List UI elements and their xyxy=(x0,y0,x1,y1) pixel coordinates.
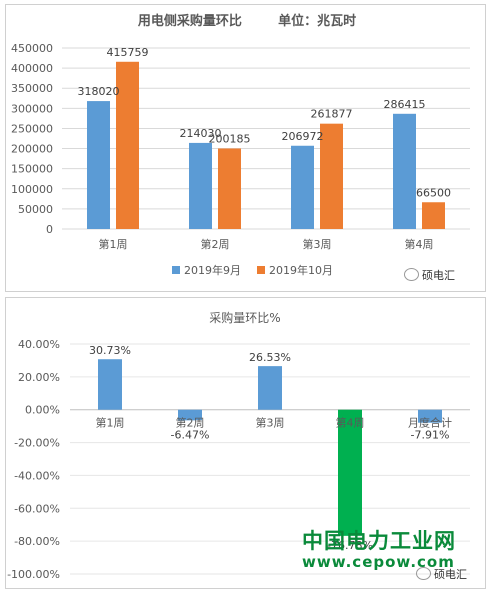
x-tick-label: 第2周 xyxy=(201,237,230,251)
legend-label: 2019年9月 xyxy=(184,263,241,277)
bar-oct xyxy=(218,148,241,229)
chart2-title: 采购量环比% xyxy=(209,310,280,325)
legend-swatch xyxy=(257,266,265,274)
chart1-title: 用电侧采购量环比 单位：兆瓦时 xyxy=(137,13,356,29)
bar-oct xyxy=(422,202,445,229)
y-tick-label: 200000 xyxy=(11,143,53,156)
bar-sep xyxy=(393,113,416,229)
data-label: 30.73% xyxy=(89,344,131,357)
data-label: -76.78% xyxy=(327,539,373,552)
y-tick-label: 0.00% xyxy=(25,404,60,417)
data-label: 214030 xyxy=(180,127,222,140)
bar-sep xyxy=(291,145,314,229)
data-label: -7.91% xyxy=(411,429,450,442)
ratio-bar xyxy=(178,409,202,421)
ratio-bar xyxy=(98,359,122,410)
data-label: 286415 xyxy=(384,98,426,111)
ratio-bar xyxy=(338,409,362,536)
y-tick-label: -60.00% xyxy=(14,502,60,515)
x-tick-label: 第1周 xyxy=(99,237,128,251)
y-tick-label: 50000 xyxy=(18,203,53,216)
bar-oct xyxy=(116,61,139,229)
site-url-watermark: www.cepow.com xyxy=(302,553,455,571)
y-tick-label: 100000 xyxy=(11,183,53,196)
y-tick-label: -80.00% xyxy=(14,535,60,548)
y-tick-label: 0 xyxy=(46,223,53,236)
watermark-logo-bottom: 硕电汇 xyxy=(416,566,467,582)
data-label: 66500 xyxy=(416,186,451,199)
data-label: 261877 xyxy=(311,108,353,121)
data-label: 206972 xyxy=(282,130,324,143)
legend-label: 2019年10月 xyxy=(269,263,333,277)
bar-oct xyxy=(320,123,343,229)
y-tick-label: -40.00% xyxy=(14,469,60,482)
x-tick-label: 第3周 xyxy=(256,416,285,430)
data-label: 26.53% xyxy=(249,351,291,364)
legend-swatch xyxy=(172,266,180,274)
y-tick-label: 150000 xyxy=(11,163,53,176)
x-tick-label: 第3周 xyxy=(303,237,332,251)
y-tick-label: 350000 xyxy=(11,82,53,95)
y-tick-label: -20.00% xyxy=(14,437,60,450)
y-tick-label: 250000 xyxy=(11,122,53,135)
x-tick-label: 第2周 xyxy=(176,416,205,430)
wechat-logo-icon xyxy=(416,567,431,580)
y-tick-label: 40.00% xyxy=(18,338,60,351)
data-label: 415759 xyxy=(107,46,149,59)
ratio-bar xyxy=(418,409,442,423)
watermark-logo-top: 硕电汇 xyxy=(404,267,455,283)
x-tick-label: 第1周 xyxy=(96,416,125,430)
x-tick-label: 月度合计 xyxy=(408,416,452,430)
y-tick-label: 450000 xyxy=(11,42,53,55)
y-tick-label: 400000 xyxy=(11,62,53,75)
wechat-logo-icon xyxy=(404,268,419,281)
bar-sep xyxy=(87,101,110,229)
bar-sep xyxy=(189,142,212,229)
y-tick-label: 20.00% xyxy=(18,371,60,384)
x-tick-label: 第4周 xyxy=(405,237,434,251)
data-label: 318020 xyxy=(78,85,120,98)
data-label: 200185 xyxy=(209,132,251,145)
site-name-watermark: 中国电力工业网 xyxy=(302,529,456,553)
x-tick-label: 第4周 xyxy=(336,416,365,430)
data-label: -6.47% xyxy=(171,429,210,442)
y-tick-label: -100.00% xyxy=(7,568,60,581)
ratio-bar xyxy=(258,366,282,410)
y-tick-label: 300000 xyxy=(11,102,53,115)
